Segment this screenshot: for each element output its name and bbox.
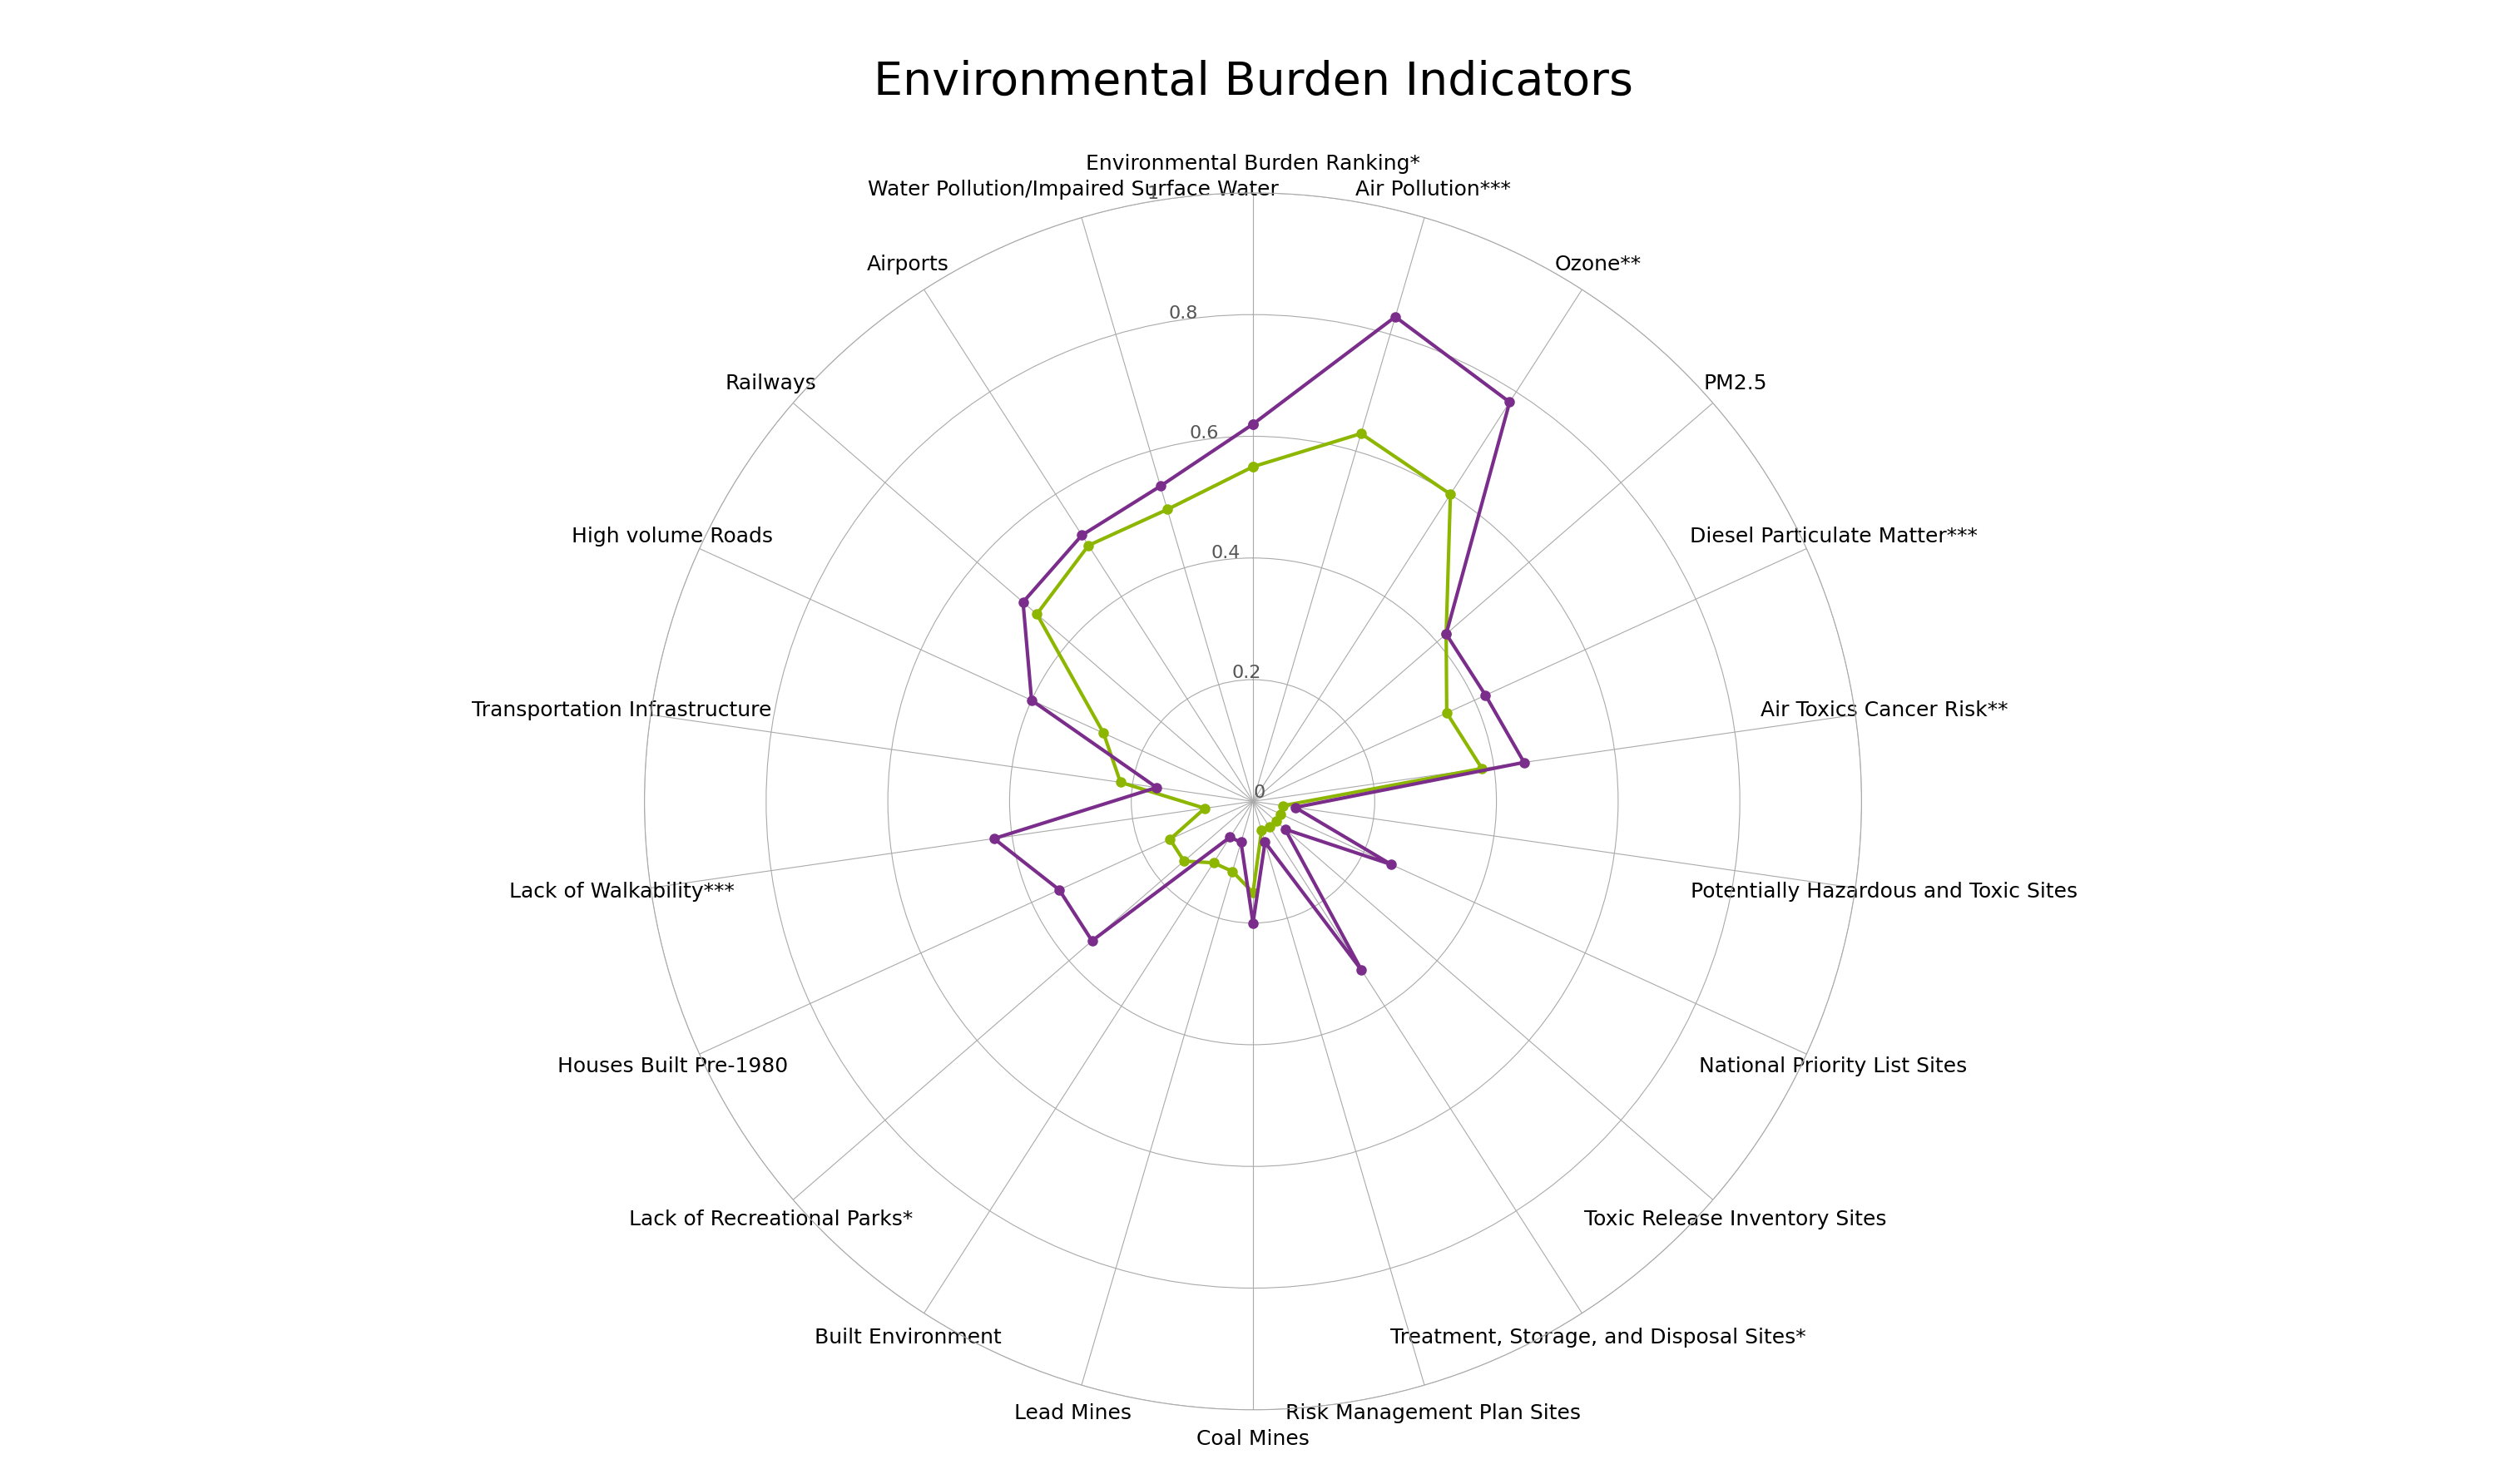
Text: Environmental Burden Indicators: Environmental Burden Indicators bbox=[872, 59, 1634, 104]
